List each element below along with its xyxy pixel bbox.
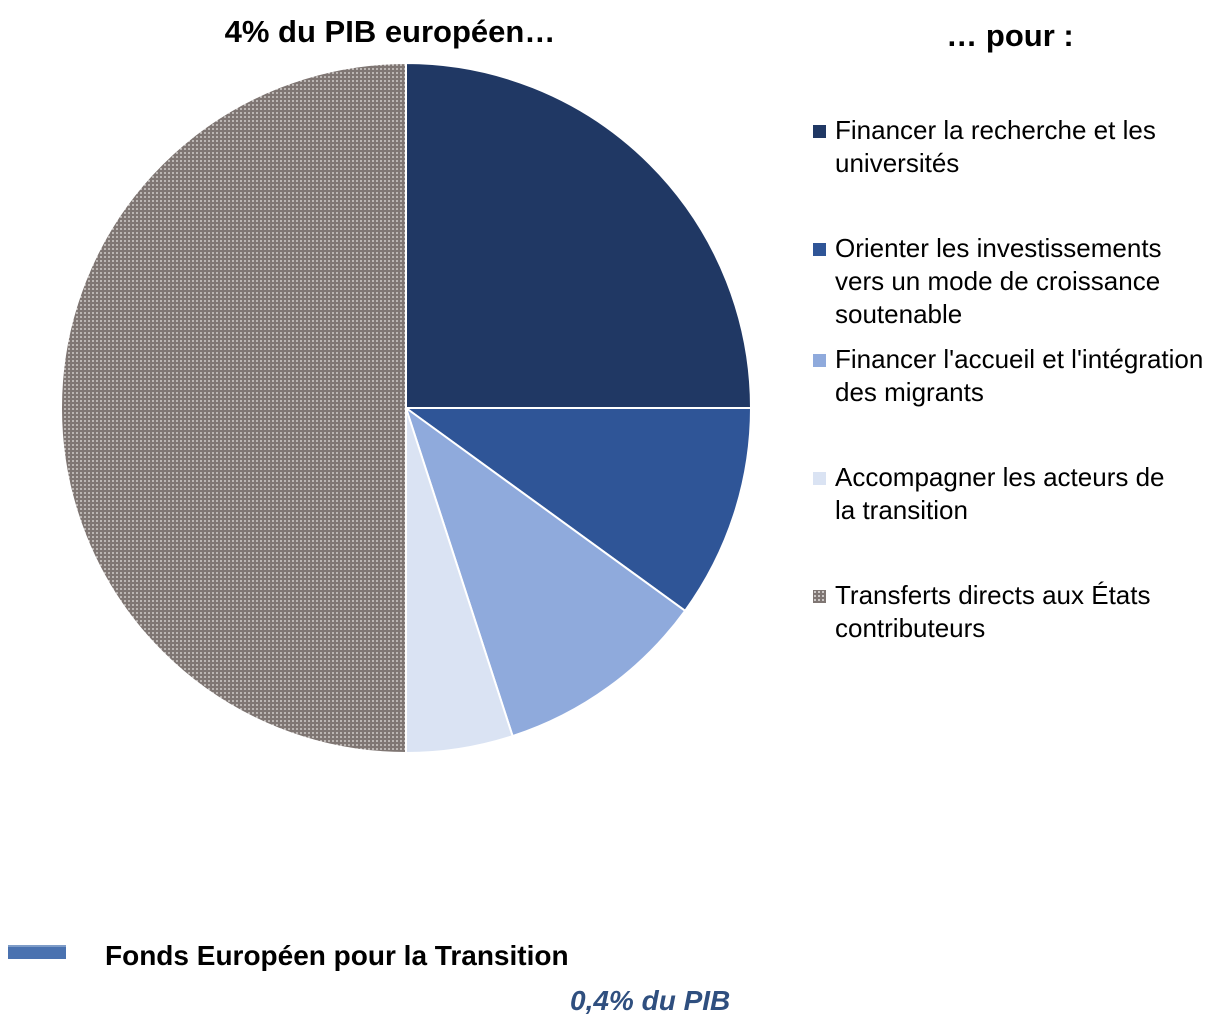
pie-slice (404, 405, 687, 738)
chart-title: 4% du PIB européen… (224, 14, 556, 49)
legend-swatch (813, 243, 826, 256)
legend-label: Transferts directs aux États contributeu… (835, 580, 1151, 643)
legend-item: Orienter les investissements vers un mod… (813, 232, 1215, 331)
legend-item: Transferts directs aux États contributeu… (813, 579, 1215, 645)
legend-item: Accompagner les acteurs de la transition (813, 461, 1175, 527)
pie-slice (405, 61, 753, 409)
legend-swatch (813, 354, 826, 367)
legend-title: … pour : (946, 18, 1074, 53)
legend-label: Accompagner les acteurs de la transition (835, 462, 1165, 525)
legend-label: Financer l'accueil et l'intégration des … (835, 344, 1204, 407)
legend-label: Financer la recherche et les universités (835, 115, 1156, 178)
annotation: Fonds Européen pour la Transition (105, 940, 569, 971)
legend-item: Financer l'accueil et l'intégration des … (813, 343, 1215, 409)
legend-swatch (813, 125, 826, 138)
legend-label: Orienter les investissements vers un mod… (835, 233, 1162, 329)
annotation: 0,4% du PIB (570, 985, 731, 1014)
legend-swatch (813, 590, 826, 603)
legend-swatch (813, 472, 826, 485)
annotation-icon (8, 945, 66, 959)
legend-item: Financer la recherche et les universités (813, 114, 1215, 180)
legend: Financer la recherche et les universités… (813, 114, 1215, 697)
pie-slice (60, 61, 407, 755)
pie-slice (402, 407, 753, 613)
